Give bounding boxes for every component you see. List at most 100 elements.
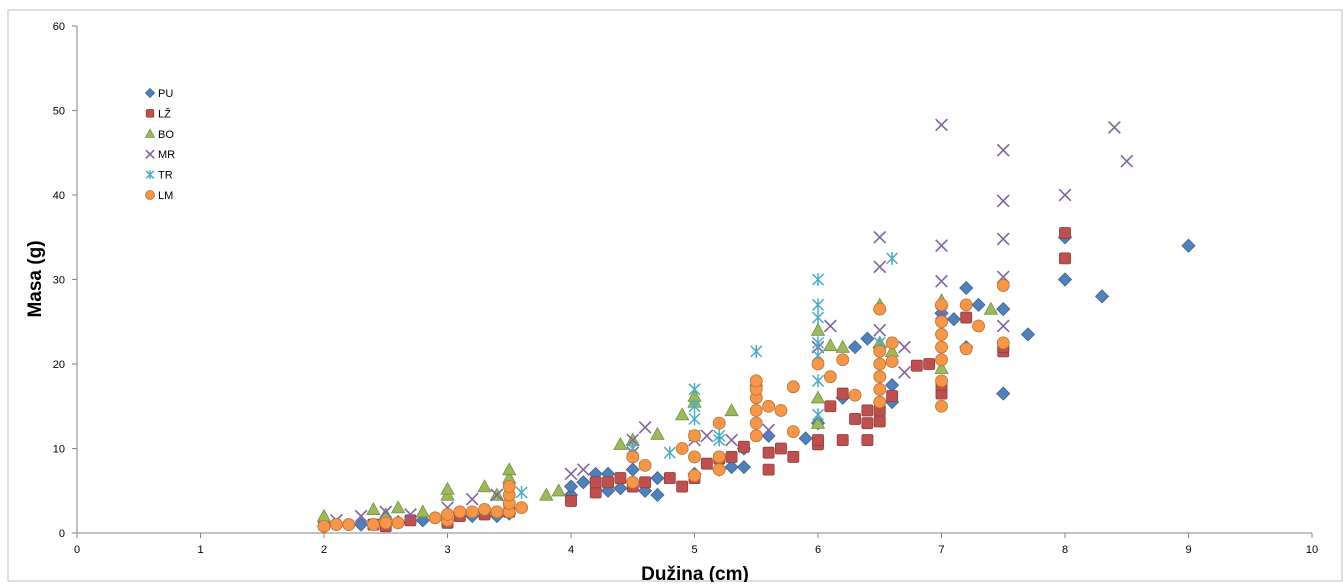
data-point [885,378,900,393]
data-point [650,487,665,503]
data-point [379,505,393,519]
data-point [861,434,874,446]
x-tick-label: 3 [444,544,450,556]
data-point [762,463,775,476]
data-point [996,279,1010,292]
legend-label: MR [158,149,175,161]
data-point [959,280,974,296]
data-point [960,311,973,324]
chart-border [7,9,1343,582]
data-point [996,336,1010,350]
data-point [366,502,381,515]
data-point [1181,238,1196,253]
data-points [316,118,1196,534]
data-point [996,319,1010,333]
data-point [453,505,467,519]
data-point [996,143,1010,157]
data-point [811,273,825,286]
series-MR [329,118,1134,527]
data-point [849,412,861,425]
data-point [935,239,948,253]
data-point [935,340,948,354]
data-point [589,486,602,499]
data-point [811,336,825,350]
data-point [762,399,775,413]
data-point [873,230,887,244]
data-point [762,446,775,459]
legend-item: LŽ [145,107,171,120]
data-point [935,315,948,329]
legend-marker [144,128,156,138]
x-tick-label: 7 [938,544,944,556]
data-point [811,374,825,388]
data-point [676,480,689,493]
data-point [490,505,504,519]
x-tick-label: 6 [815,544,821,556]
legend-marker [145,170,155,180]
x-tick-label: 8 [1062,544,1068,556]
data-point [465,505,479,519]
data-point [551,483,566,497]
data-point [625,462,640,477]
data-point [996,386,1011,401]
data-point [404,507,417,521]
data-point [873,357,887,371]
data-point [983,301,999,315]
data-point [626,475,640,489]
data-point [317,519,331,533]
data-point [428,511,442,525]
data-point [725,451,738,463]
x-tick-label: 0 [74,544,80,556]
data-point [798,431,813,446]
data-point [873,302,887,316]
data-point [342,518,356,531]
data-point [576,463,590,477]
data-point [823,319,837,333]
data-point [885,336,899,350]
y-tick-label: 50 [53,106,65,118]
data-point [923,358,936,370]
data-point [873,370,887,384]
data-point [811,357,825,371]
data-point [688,382,701,396]
data-point [724,460,739,475]
data-point [675,442,689,455]
legend-marker [145,109,155,118]
data-point [873,395,887,409]
data-point [811,408,825,422]
data-point [946,312,961,327]
x-tick-label: 5 [691,544,697,556]
legend-item: MR [145,149,175,161]
data-point [886,390,899,403]
data-point [972,319,985,333]
data-point [898,340,911,354]
data-point [613,436,628,450]
series-BO [316,293,999,522]
data-point [565,494,577,507]
data-point [885,355,899,368]
data-point [700,457,713,470]
data-point [935,298,948,312]
data-point [934,360,949,374]
x-tick-label: 1 [197,544,203,556]
legend-label: LŽ [158,107,171,120]
legend-marker [144,87,156,99]
data-point [761,428,776,443]
data-point [812,434,824,446]
y-axis-label: Masa (g) [25,240,46,317]
data-point [390,500,406,514]
data-point [564,467,578,481]
data-point [749,429,763,443]
data-point [1020,327,1036,342]
data-point [959,342,973,356]
data-point [775,442,787,455]
data-point [836,353,850,367]
data-point [848,388,862,402]
x-axis-label: Dužina (cm) [641,564,749,582]
data-point [626,450,640,464]
data-point [712,463,726,477]
x-tick-label: 2 [321,544,327,556]
legend: PU LŽ BO MR TR LM [144,87,175,202]
